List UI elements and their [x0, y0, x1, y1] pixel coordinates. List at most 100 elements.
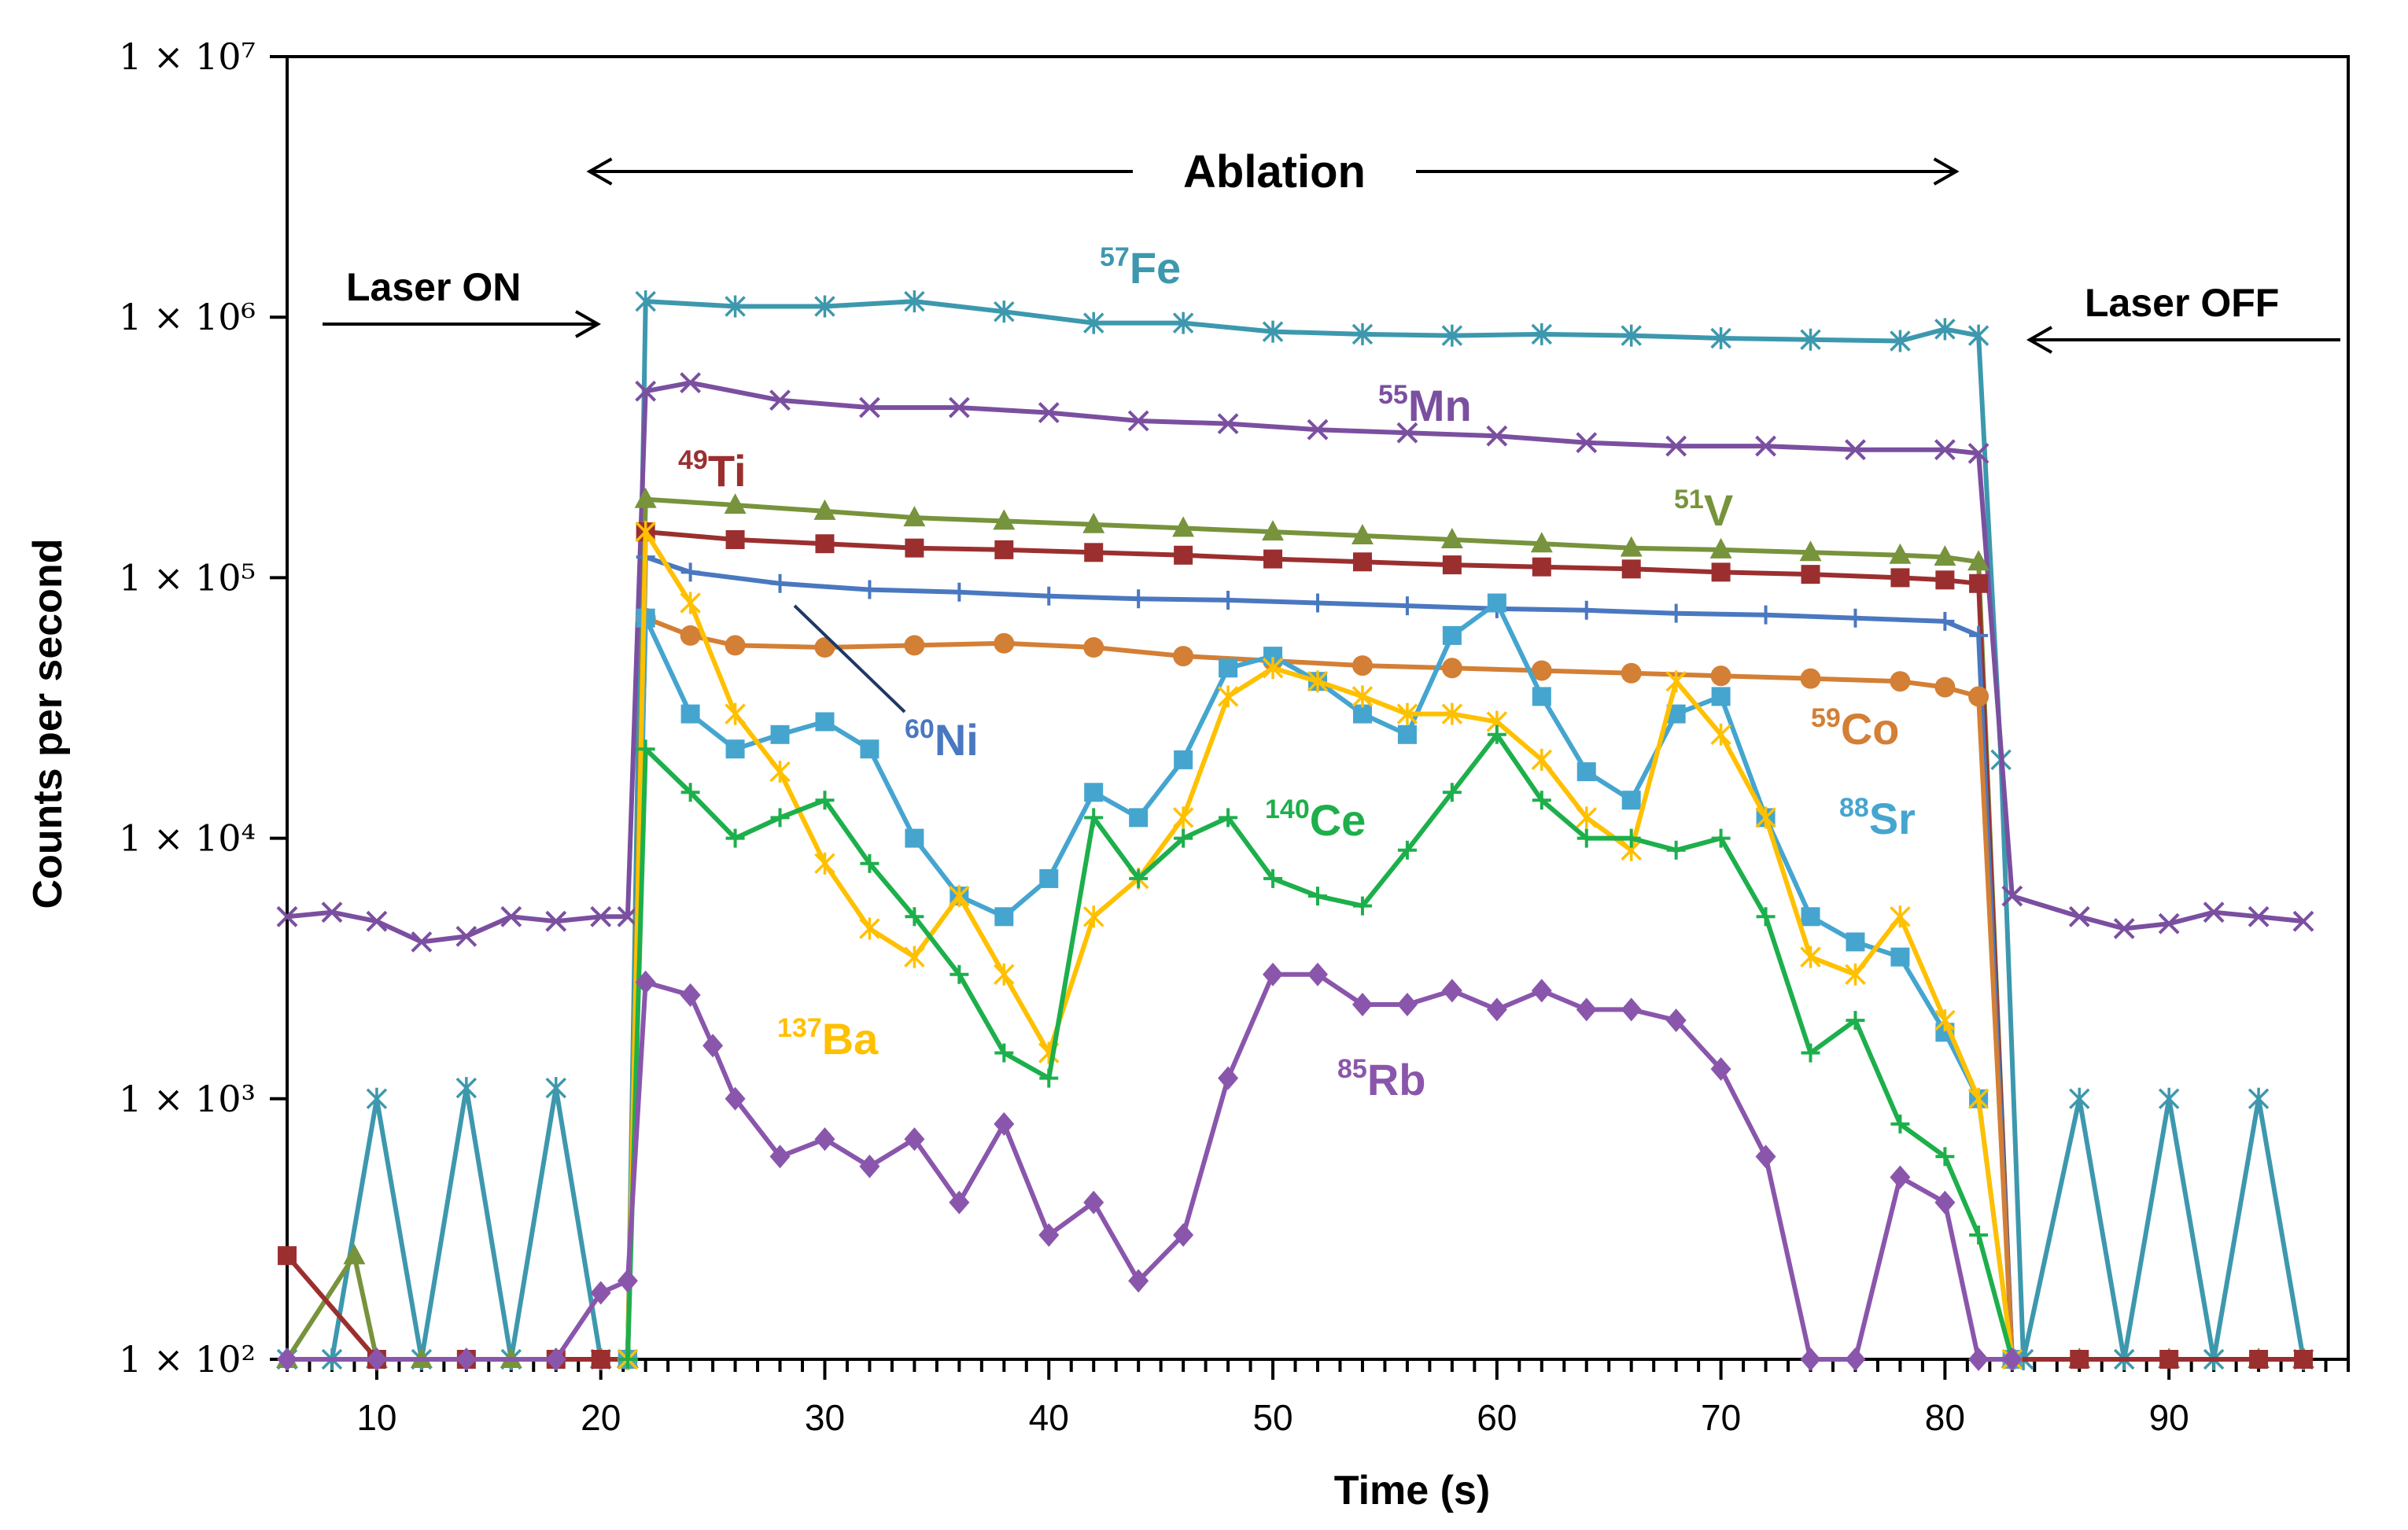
arrowhead-left [586, 157, 613, 186]
data-point-circle [1934, 677, 1956, 698]
data-point-plus [1397, 840, 1417, 860]
data-point-star [904, 290, 925, 313]
data-point-diamond [1800, 1348, 1821, 1371]
y-tick-label: 1 × 10² [119, 1338, 256, 1381]
data-point-circle [1800, 668, 1821, 689]
data-point-diamond [1441, 979, 1462, 1003]
data-point-x [411, 931, 433, 953]
data-point-triangle [1709, 537, 1732, 559]
data-point-star [1531, 748, 1553, 771]
y-tick-label: 1 × 10⁷ [119, 35, 256, 78]
data-point-star [2069, 1087, 2090, 1110]
data-point-x [1934, 439, 1956, 461]
data-point-plus [1935, 1147, 1955, 1167]
data-point-x [635, 380, 657, 402]
data-point-star [1576, 806, 1597, 829]
data-point-star [814, 852, 835, 875]
data-point-diamond [994, 1112, 1015, 1136]
data-point-plus [1084, 808, 1104, 828]
data-point-plus [680, 562, 700, 582]
isotope-mass: 137 [777, 1013, 822, 1043]
data-point-star [1967, 1087, 1989, 1110]
isotope-symbol: Mn [1408, 381, 1472, 430]
data-point-diamond [1934, 1190, 1956, 1215]
data-point-diamond [680, 983, 701, 1008]
data-point-square [1084, 543, 1104, 562]
isotope-symbol: Ba [822, 1014, 879, 1064]
data-point-diamond [1665, 1008, 1687, 1033]
data-point-star [545, 1077, 566, 1100]
data-point-diamond [1710, 1057, 1731, 1082]
data-point-square [1442, 625, 1462, 645]
data-point-square [860, 739, 879, 759]
data-point-plus [1969, 1225, 1989, 1244]
data-point-diamond [1621, 997, 1642, 1022]
data-point-diamond [1890, 1165, 1911, 1189]
data-point-star [1262, 320, 1284, 343]
data-point-square [1846, 932, 1865, 952]
series-line-49Ti [285, 529, 2303, 1362]
data-point-square [1801, 565, 1820, 584]
data-point-diamond [2001, 1348, 2023, 1371]
data-point-star [635, 290, 656, 313]
data-point-plus [1756, 605, 1776, 625]
x-tick-label: 70 [1701, 1397, 1741, 1438]
data-point-star [1352, 685, 1374, 708]
data-point-x [948, 396, 970, 418]
series-line-85Rb [287, 971, 2012, 1362]
isotope-symbol: Co [1841, 704, 1900, 754]
data-point-square [1532, 557, 1551, 577]
data-point-square [1621, 791, 1641, 810]
series-line-57Fe [287, 299, 2306, 1362]
data-point-circle [725, 635, 746, 656]
data-point-triangle [903, 506, 926, 527]
data-point-circle [1531, 660, 1552, 681]
series-label-88Sr: 88Sr [1839, 793, 1916, 843]
data-point-star [1531, 323, 1553, 345]
data-point-diamond [1038, 1222, 1060, 1247]
data-point-diamond [1218, 1066, 1239, 1090]
data-point-plus [770, 573, 790, 593]
x-tick-label: 50 [1252, 1397, 1293, 1438]
data-point-x [2158, 912, 2180, 935]
data-point-square [2249, 1350, 2269, 1369]
data-point-plus [1039, 586, 1059, 606]
data-point-x [1845, 439, 1866, 461]
data-point-plus [1890, 1114, 1910, 1134]
data-point-star [1800, 328, 1821, 351]
data-point-plus [905, 907, 924, 927]
data-point-diamond [904, 1127, 925, 1152]
data-point-star [949, 885, 970, 908]
data-point-x [455, 925, 478, 947]
data-point-diamond [1531, 979, 1552, 1003]
data-point-x [321, 901, 343, 924]
data-point-x [1217, 413, 1239, 435]
data-point-diamond [1845, 1348, 1866, 1371]
isotope-mass: 49 [678, 445, 708, 475]
data-point-star [1890, 330, 1911, 352]
data-point-square [1263, 549, 1283, 569]
data-point-star [455, 1077, 478, 1100]
isotope-symbol: Sr [1869, 794, 1916, 843]
data-point-plus [1935, 611, 1955, 631]
data-point-square [1174, 750, 1193, 769]
data-point-plus [1219, 808, 1238, 828]
data-point-x [590, 905, 612, 927]
data-point-plus [636, 739, 655, 759]
data-point-star [1710, 327, 1731, 350]
data-point-square [1711, 687, 1731, 706]
data-point-plus [1219, 590, 1238, 610]
data-point-square [1935, 570, 1955, 590]
data-point-x [2113, 918, 2135, 939]
data-point-plus [618, 1350, 637, 1369]
data-point-square [2159, 1350, 2179, 1369]
data-point-star [1800, 946, 1821, 968]
data-point-star [1352, 323, 1374, 345]
series-label-140Ce: 140Ce [1265, 794, 1366, 845]
data-point-x [366, 910, 388, 932]
data-point-star [635, 521, 656, 544]
data-point-diamond [769, 1145, 791, 1169]
data-point-star [1082, 312, 1104, 334]
y-tick-label: 1 × 10⁵ [119, 556, 256, 599]
